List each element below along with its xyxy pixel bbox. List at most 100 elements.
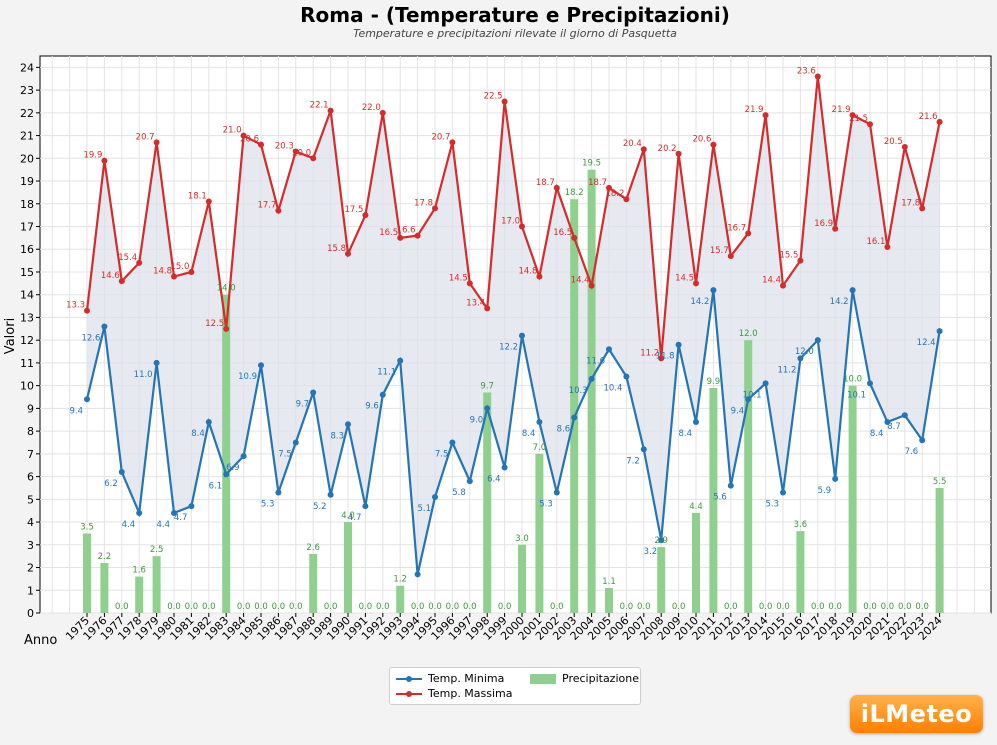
label-max-1979: 20.7	[136, 132, 155, 142]
y-tick-18: 18	[20, 198, 34, 211]
label-precip-2004: 19.5	[582, 159, 601, 169]
label-min-2010: 8.4	[678, 429, 692, 439]
label-min-1993: 11.1	[377, 368, 396, 378]
precip-bar-2011	[709, 387, 718, 613]
label-max-2024: 21.6	[919, 112, 938, 122]
point-min-1977	[118, 469, 125, 476]
point-max-1994	[414, 232, 421, 239]
chart-subtitle: Temperature e precipitazioni rilevate il…	[353, 27, 677, 40]
point-max-1999	[501, 98, 508, 105]
label-max-1989: 22.1	[310, 101, 329, 111]
logo-text: iLMeteo	[860, 700, 973, 728]
point-max-1990	[345, 250, 351, 257]
label-max-2006: 18.2	[605, 189, 624, 199]
precip-bar-2000	[518, 544, 526, 613]
point-min-2017	[814, 337, 821, 344]
label-min-1976: 12.6	[81, 334, 100, 344]
point-max-2016	[797, 257, 804, 264]
legend-item-max: Temp. Massima	[396, 687, 513, 700]
label-precip-2007: 0.0	[637, 602, 651, 612]
label-precip-2023: 0.0	[915, 602, 929, 612]
label-precip-1995: 0.0	[428, 602, 442, 612]
point-min-2013	[745, 396, 752, 403]
point-max-1976	[101, 157, 108, 164]
label-precip-1991: 0.0	[359, 602, 373, 612]
label-max-2010: 14.5	[675, 273, 694, 283]
point-max-2021	[884, 243, 891, 250]
point-max-1980	[171, 273, 177, 280]
precip-bar-2008	[657, 547, 666, 613]
point-max-1995	[432, 205, 438, 212]
label-precip-2016: 3.6	[794, 520, 808, 530]
point-min-1980	[171, 509, 177, 516]
label-max-1997: 14.5	[449, 273, 468, 283]
label-max-1998: 13.4	[466, 298, 485, 308]
point-max-2007	[640, 146, 647, 153]
precip-bar-2016	[796, 531, 805, 613]
precip-bar-1998	[483, 392, 492, 613]
label-min-1997: 5.8	[452, 488, 466, 498]
point-max-1985	[258, 141, 264, 148]
label-max-1985: 20.6	[240, 135, 259, 145]
label-min-2001: 8.4	[522, 429, 536, 439]
point-max-2024	[936, 118, 943, 125]
point-max-2019	[849, 112, 856, 119]
label-min-1979: 11.0	[134, 370, 153, 380]
point-min-1999	[501, 464, 508, 471]
label-max-2020: 21.5	[849, 114, 868, 124]
point-min-1985	[258, 362, 264, 369]
point-min-1978	[136, 509, 143, 516]
label-max-1978: 15.4	[118, 253, 137, 263]
point-min-1981	[188, 503, 195, 510]
label-max-1991: 17.5	[344, 205, 363, 215]
precipitation-bars	[83, 169, 944, 613]
label-min-2020: 10.1	[847, 390, 866, 400]
y-tick-15: 15	[20, 266, 34, 279]
point-min-1998	[484, 405, 491, 412]
data-labels: 13.319.914.615.420.714.815.018.112.521.0…	[66, 66, 946, 612]
label-precip-1993: 1.2	[393, 575, 407, 585]
label-max-1983: 12.5	[205, 319, 224, 329]
y-tick-0: 0	[27, 607, 34, 620]
point-max-2003	[571, 234, 578, 241]
label-max-1981: 15.0	[170, 262, 189, 272]
y-tick-16: 16	[20, 243, 34, 256]
label-min-2008: 3.2	[644, 547, 658, 557]
label-min-1992: 9.6	[365, 402, 379, 412]
label-min-2019: 14.2	[830, 297, 849, 307]
point-min-2007	[640, 446, 647, 453]
point-min-2016	[797, 355, 804, 362]
precip-bar-1993	[396, 585, 405, 613]
point-min-1992	[379, 391, 386, 398]
label-min-2012: 5.6	[713, 493, 727, 503]
label-min-2003: 8.6	[557, 424, 571, 434]
point-min-1996	[449, 439, 456, 446]
label-max-1977: 14.6	[101, 271, 120, 281]
label-min-1980: 4.4	[156, 520, 170, 530]
label-precip-2022: 0.0	[898, 602, 912, 612]
point-max-1977	[118, 278, 125, 285]
point-min-1984	[240, 453, 247, 460]
point-max-2010	[693, 280, 699, 287]
x-axis-label: Anno	[24, 633, 57, 648]
label-min-2002: 5.3	[539, 500, 553, 510]
label-min-1986: 5.3	[261, 500, 275, 510]
point-min-1993	[397, 357, 404, 364]
label-max-2023: 17.8	[901, 198, 920, 208]
point-min-1983	[223, 471, 230, 478]
y-tick-1: 1	[27, 584, 34, 597]
y-tick-12: 12	[20, 334, 34, 347]
label-precip-1984: 0.0	[237, 602, 251, 612]
label-max-1990: 15.8	[327, 244, 346, 254]
label-max-2019: 21.9	[832, 105, 851, 115]
y-tick-4: 4	[27, 516, 34, 529]
legend-item-precip: Precipitazione	[530, 672, 639, 685]
label-max-1984: 21.0	[223, 126, 242, 136]
label-max-2015: 14.4	[762, 276, 781, 286]
point-min-2012	[727, 482, 734, 489]
point-max-1984	[240, 132, 247, 139]
point-min-2000	[519, 332, 525, 339]
label-max-2007: 20.4	[623, 139, 642, 149]
point-max-1989	[327, 107, 334, 114]
